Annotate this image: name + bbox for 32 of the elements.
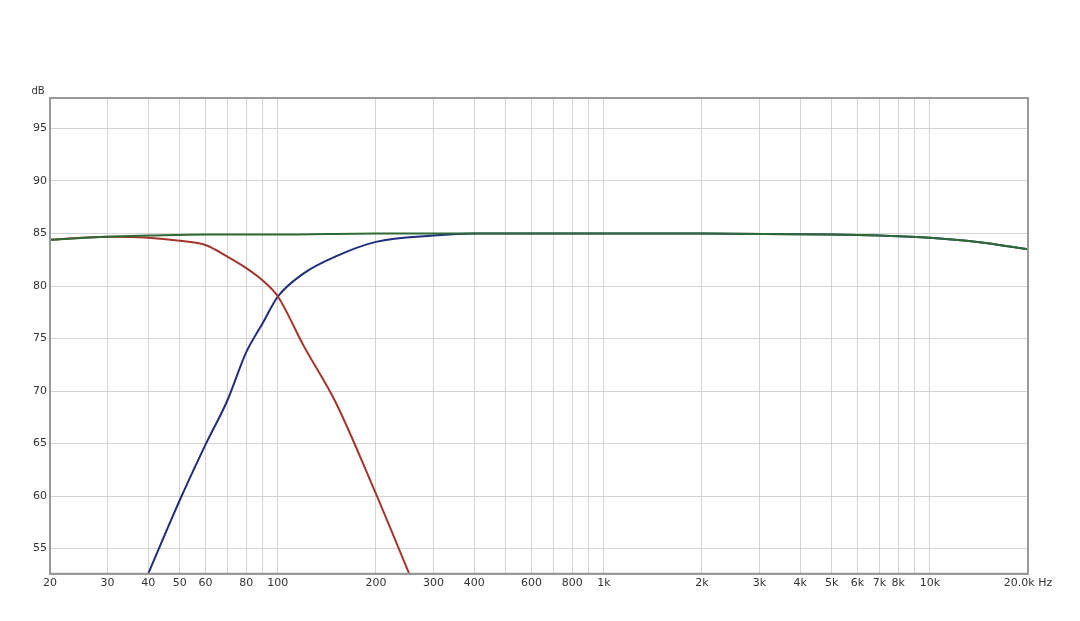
- x-tick-label: 50: [172, 576, 187, 590]
- x-tick-label: 200: [365, 576, 387, 590]
- x-tick-label: 7k: [872, 576, 887, 590]
- x-tick-label: 3k: [752, 576, 767, 590]
- y-tick-label: 80: [33, 278, 47, 292]
- x-tick-label: 20: [43, 576, 57, 590]
- y-tick-label: 85: [33, 226, 47, 240]
- x-tick-label: 100: [267, 576, 289, 590]
- x-tick-label: 400: [463, 576, 485, 590]
- x-tick-label: 30: [100, 576, 115, 590]
- x-tick-label: 6k: [850, 576, 865, 590]
- x-tick-label: 10k: [919, 576, 941, 590]
- x-tick-label: 60: [198, 576, 213, 590]
- x-tick-label: 4k: [793, 576, 808, 590]
- y-tick-label: 60: [33, 488, 47, 502]
- x-tick-label: 20.0k Hz: [1003, 576, 1053, 590]
- x-tick-label: 40: [141, 576, 156, 590]
- y-axis-title: dB: [31, 84, 45, 96]
- y-tick-label: 55: [33, 541, 47, 555]
- x-tick-label: 2k: [695, 576, 710, 590]
- y-tick-label: 90: [33, 173, 47, 187]
- y-tick-label: 75: [33, 331, 47, 345]
- x-tick-label: 600: [521, 576, 543, 590]
- y-tick-label: 70: [33, 383, 47, 397]
- x-tick-label: 8k: [891, 576, 906, 590]
- x-tick-label: 800: [561, 576, 583, 590]
- x-tick-label: 80: [239, 576, 254, 590]
- y-tick-label: 95: [33, 121, 47, 135]
- y-tick-label: 65: [33, 436, 47, 450]
- x-tick-label: 300: [422, 576, 444, 590]
- x-tick-label: 5k: [825, 576, 840, 590]
- x-tick-label: 1k: [597, 576, 612, 590]
